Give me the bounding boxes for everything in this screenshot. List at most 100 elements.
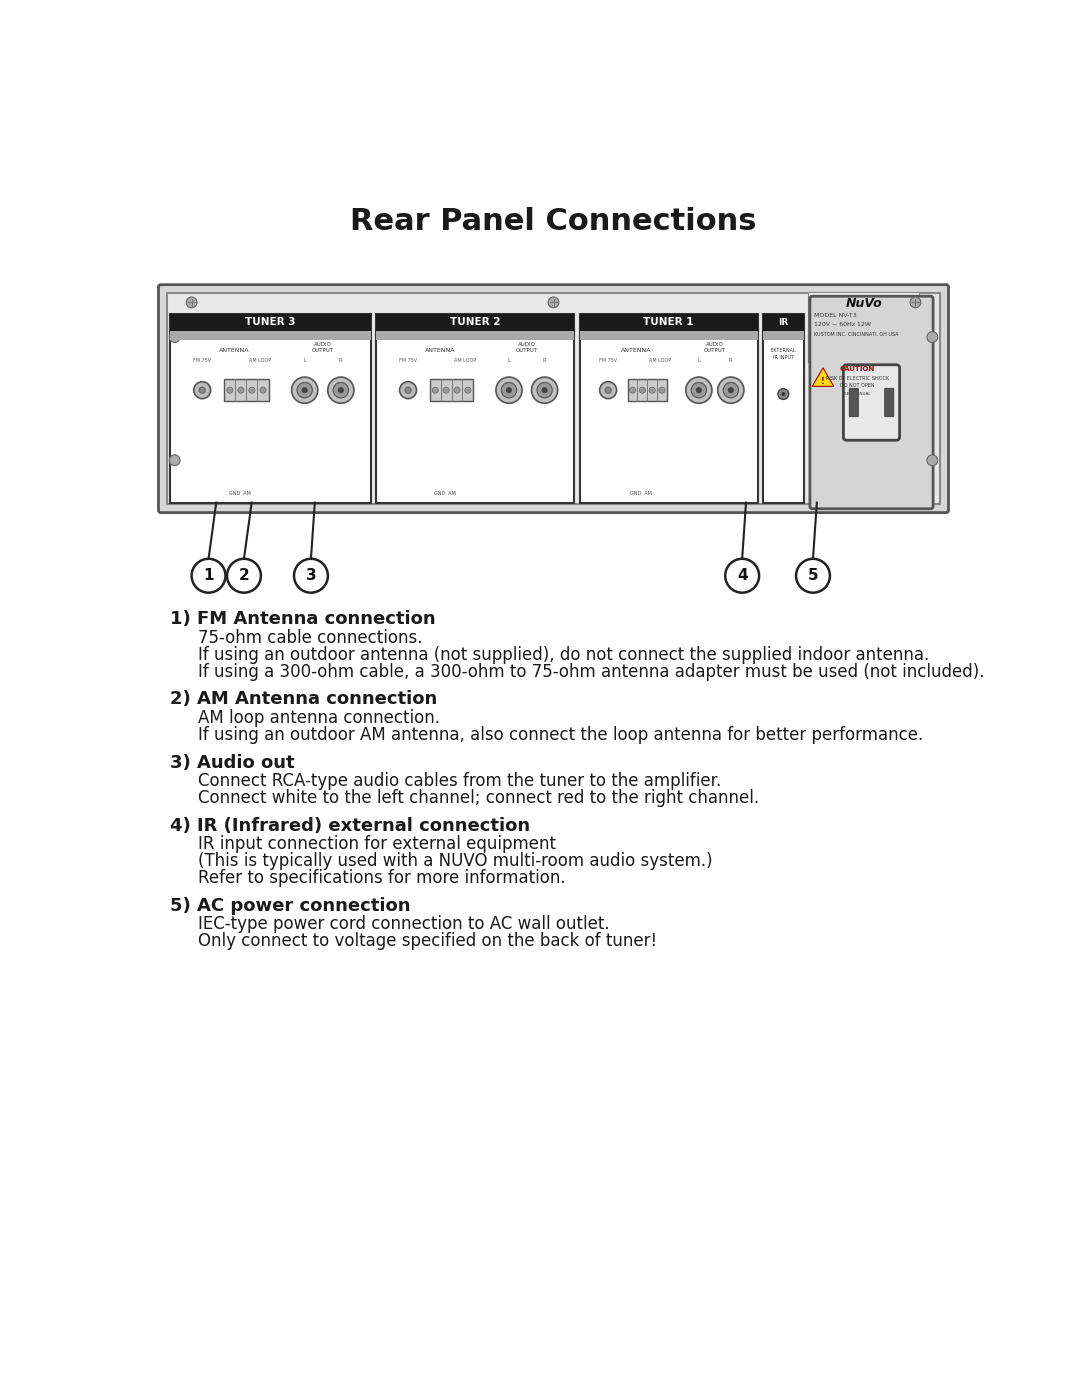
- Text: GND  AM: GND AM: [434, 490, 456, 496]
- Text: 120V ~ 60Hz 12W: 120V ~ 60Hz 12W: [813, 323, 870, 327]
- Text: If using an outdoor AM antenna, also connect the loop antenna for better perform: If using an outdoor AM antenna, also con…: [198, 726, 923, 743]
- Circle shape: [333, 383, 349, 398]
- Text: ANTENNA: ANTENNA: [219, 348, 249, 353]
- FancyBboxPatch shape: [843, 365, 900, 440]
- Text: GND  AM: GND AM: [229, 490, 251, 496]
- Text: ANTENNA: ANTENNA: [621, 348, 652, 353]
- Circle shape: [691, 383, 706, 398]
- Circle shape: [724, 383, 739, 398]
- Text: AUDIO
OUTPUT: AUDIO OUTPUT: [312, 342, 334, 353]
- Circle shape: [193, 381, 211, 398]
- Circle shape: [605, 387, 611, 393]
- FancyBboxPatch shape: [762, 314, 804, 503]
- FancyBboxPatch shape: [377, 331, 575, 339]
- Circle shape: [432, 387, 438, 393]
- Text: 4) IR (Infrared) external connection: 4) IR (Infrared) external connection: [170, 817, 530, 835]
- Text: AUDIO
OUTPUT: AUDIO OUTPUT: [704, 342, 726, 353]
- FancyBboxPatch shape: [170, 314, 372, 503]
- FancyBboxPatch shape: [377, 314, 575, 331]
- Text: 3) Audio out: 3) Audio out: [170, 753, 295, 771]
- Text: Rear Panel Connections: Rear Panel Connections: [350, 207, 757, 236]
- Text: FM 75V: FM 75V: [599, 358, 617, 363]
- Circle shape: [725, 559, 759, 592]
- FancyBboxPatch shape: [167, 293, 940, 504]
- Text: !: !: [821, 377, 825, 386]
- FancyBboxPatch shape: [170, 314, 372, 331]
- Circle shape: [599, 381, 617, 398]
- Text: Refer to specifications for more information.: Refer to specifications for more informa…: [198, 869, 566, 887]
- Text: AM LOOP: AM LOOP: [455, 358, 476, 363]
- Circle shape: [292, 377, 318, 404]
- FancyBboxPatch shape: [159, 285, 948, 513]
- Text: L: L: [303, 358, 307, 363]
- Text: FM 75V: FM 75V: [399, 358, 417, 363]
- Circle shape: [170, 331, 180, 342]
- Text: Connect RCA-type audio cables from the tuner to the amplifier.: Connect RCA-type audio cables from the t…: [198, 773, 721, 791]
- Circle shape: [927, 331, 937, 342]
- Circle shape: [531, 377, 557, 404]
- Text: Connect white to the left channel; connect red to the right channel.: Connect white to the left channel; conne…: [198, 789, 759, 807]
- Circle shape: [505, 387, 512, 393]
- Text: CAUTION: CAUTION: [840, 366, 875, 373]
- Circle shape: [549, 298, 558, 307]
- Text: GND  AM: GND AM: [631, 490, 652, 496]
- FancyBboxPatch shape: [170, 331, 372, 339]
- Text: (This is typically used with a NUVO multi-room audio system.): (This is typically used with a NUVO mult…: [198, 852, 713, 870]
- Text: IR input connection for external equipment: IR input connection for external equipme…: [198, 835, 556, 854]
- Text: EXTERNAL
IR INPUT: EXTERNAL IR INPUT: [770, 348, 796, 359]
- Text: 75-ohm cable connections.: 75-ohm cable connections.: [198, 629, 422, 647]
- Text: TUNER 1: TUNER 1: [644, 317, 693, 327]
- Text: ANTENNA: ANTENNA: [424, 348, 455, 353]
- Circle shape: [338, 387, 343, 393]
- Circle shape: [541, 387, 548, 393]
- Text: 4: 4: [737, 569, 747, 583]
- Text: AUDIO
OUTPUT: AUDIO OUTPUT: [516, 342, 538, 353]
- FancyBboxPatch shape: [580, 314, 757, 331]
- Circle shape: [686, 377, 712, 404]
- Text: TUNER 2: TUNER 2: [450, 317, 501, 327]
- Circle shape: [248, 387, 255, 393]
- Polygon shape: [812, 367, 834, 387]
- Circle shape: [718, 377, 744, 404]
- Text: 5: 5: [808, 569, 819, 583]
- FancyBboxPatch shape: [762, 314, 804, 331]
- Text: AM loop antenna connection.: AM loop antenna connection.: [198, 708, 440, 726]
- Text: AM LOOP: AM LOOP: [649, 358, 671, 363]
- FancyBboxPatch shape: [808, 327, 919, 362]
- Text: IEC-type power cord connection to AC wall outlet.: IEC-type power cord connection to AC wal…: [198, 915, 609, 933]
- Circle shape: [227, 559, 261, 592]
- Circle shape: [659, 387, 665, 393]
- Circle shape: [294, 559, 328, 592]
- FancyBboxPatch shape: [810, 296, 933, 509]
- Text: R: R: [729, 358, 732, 363]
- Circle shape: [238, 387, 244, 393]
- Circle shape: [191, 559, 226, 592]
- Circle shape: [537, 383, 552, 398]
- FancyBboxPatch shape: [580, 331, 757, 339]
- Circle shape: [696, 387, 702, 393]
- Circle shape: [927, 455, 937, 465]
- Text: Only connect to voltage specified on the back of tuner!: Only connect to voltage specified on the…: [198, 932, 657, 950]
- Text: R: R: [339, 358, 342, 363]
- Text: IR: IR: [779, 319, 788, 327]
- Text: AM LOOP: AM LOOP: [249, 358, 271, 363]
- Text: L: L: [698, 358, 700, 363]
- Text: MODEL NV-T3: MODEL NV-T3: [813, 313, 856, 319]
- FancyBboxPatch shape: [225, 380, 269, 401]
- Circle shape: [910, 298, 921, 307]
- Circle shape: [630, 387, 636, 393]
- Circle shape: [170, 455, 180, 465]
- Text: If using a 300-ohm cable, a 300-ohm to 75-ohm antenna adapter must be used (not : If using a 300-ohm cable, a 300-ohm to 7…: [198, 662, 984, 680]
- FancyBboxPatch shape: [849, 388, 859, 416]
- Circle shape: [639, 387, 646, 393]
- Circle shape: [186, 298, 197, 307]
- Circle shape: [327, 377, 354, 404]
- Text: SEE MANUAL: SEE MANUAL: [845, 393, 870, 395]
- Circle shape: [297, 383, 312, 398]
- Text: 1) FM Antenna connection: 1) FM Antenna connection: [170, 610, 435, 629]
- Circle shape: [728, 387, 734, 393]
- FancyBboxPatch shape: [627, 380, 666, 401]
- Circle shape: [778, 388, 788, 400]
- FancyBboxPatch shape: [430, 380, 473, 401]
- Text: FM 75V: FM 75V: [193, 358, 212, 363]
